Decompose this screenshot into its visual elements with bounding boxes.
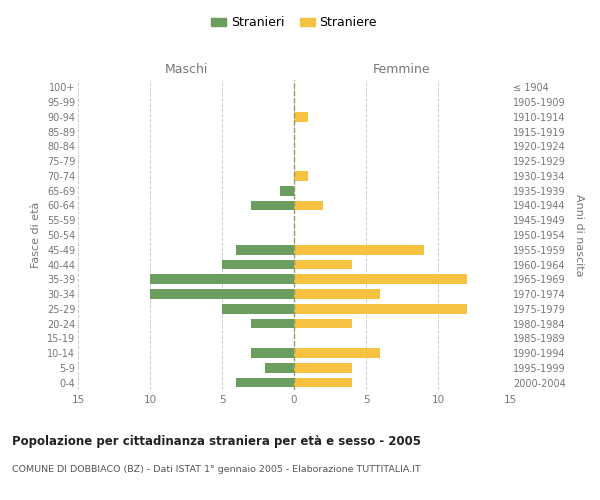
- Legend: Stranieri, Straniere: Stranieri, Straniere: [206, 11, 382, 34]
- Bar: [294, 348, 380, 358]
- Bar: [294, 363, 352, 372]
- Bar: [236, 378, 294, 388]
- Bar: [222, 304, 294, 314]
- Bar: [251, 319, 294, 328]
- Bar: [294, 319, 352, 328]
- Bar: [294, 200, 323, 210]
- Bar: [150, 289, 294, 299]
- Bar: [280, 186, 294, 196]
- Bar: [294, 304, 467, 314]
- Bar: [294, 378, 352, 388]
- Bar: [236, 245, 294, 254]
- Bar: [222, 260, 294, 270]
- Text: COMUNE DI DOBBIACO (BZ) - Dati ISTAT 1° gennaio 2005 - Elaborazione TUTTITALIA.I: COMUNE DI DOBBIACO (BZ) - Dati ISTAT 1° …: [12, 465, 421, 474]
- Y-axis label: Fasce di età: Fasce di età: [31, 202, 41, 268]
- Text: Femmine: Femmine: [373, 62, 431, 76]
- Bar: [265, 363, 294, 372]
- Bar: [294, 112, 308, 122]
- Y-axis label: Anni di nascita: Anni di nascita: [574, 194, 584, 276]
- Bar: [150, 274, 294, 284]
- Text: Maschi: Maschi: [164, 62, 208, 76]
- Bar: [294, 171, 308, 180]
- Bar: [251, 200, 294, 210]
- Bar: [294, 289, 380, 299]
- Bar: [251, 348, 294, 358]
- Bar: [294, 245, 424, 254]
- Bar: [294, 260, 352, 270]
- Bar: [294, 274, 467, 284]
- Text: Popolazione per cittadinanza straniera per età e sesso - 2005: Popolazione per cittadinanza straniera p…: [12, 435, 421, 448]
